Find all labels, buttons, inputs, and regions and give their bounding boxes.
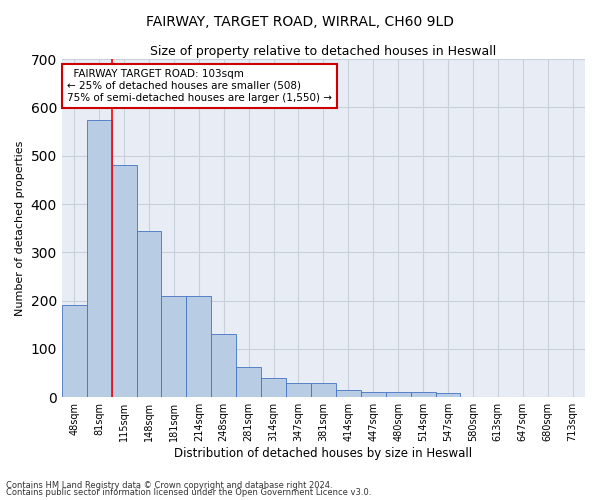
- Bar: [436, 394, 460, 397]
- Bar: [336, 390, 361, 397]
- Bar: [87, 120, 112, 397]
- Bar: [311, 382, 336, 397]
- X-axis label: Distribution of detached houses by size in Heswall: Distribution of detached houses by size …: [175, 447, 472, 460]
- Bar: [410, 392, 436, 397]
- Text: FAIRWAY TARGET ROAD: 103sqm
← 25% of detached houses are smaller (508)
75% of se: FAIRWAY TARGET ROAD: 103sqm ← 25% of det…: [67, 70, 332, 102]
- Text: FAIRWAY, TARGET ROAD, WIRRAL, CH60 9LD: FAIRWAY, TARGET ROAD, WIRRAL, CH60 9LD: [146, 15, 454, 29]
- Bar: [187, 296, 211, 397]
- Text: Contains public sector information licensed under the Open Government Licence v3: Contains public sector information licen…: [6, 488, 371, 497]
- Bar: [112, 166, 137, 397]
- Y-axis label: Number of detached properties: Number of detached properties: [15, 140, 25, 316]
- Bar: [161, 296, 187, 397]
- Bar: [286, 382, 311, 397]
- Bar: [236, 368, 261, 397]
- Bar: [62, 306, 87, 397]
- Bar: [386, 392, 410, 397]
- Bar: [137, 230, 161, 397]
- Bar: [261, 378, 286, 397]
- Bar: [211, 334, 236, 397]
- Text: Contains HM Land Registry data © Crown copyright and database right 2024.: Contains HM Land Registry data © Crown c…: [6, 480, 332, 490]
- Title: Size of property relative to detached houses in Heswall: Size of property relative to detached ho…: [150, 45, 497, 58]
- Bar: [361, 392, 386, 397]
